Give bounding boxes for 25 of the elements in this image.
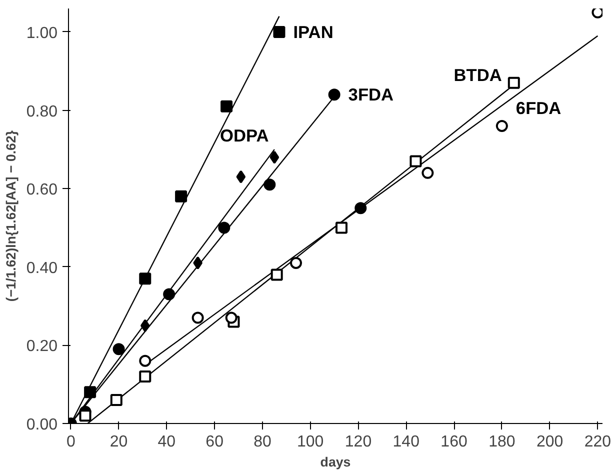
series-label: BTDA [454, 64, 502, 85]
x-tick-label: 220 [584, 434, 612, 450]
x-tick-label: 200 [536, 434, 564, 450]
x-tick-label: 120 [344, 434, 372, 450]
x-tick-label: 180 [488, 434, 516, 450]
y-tick-label: 0.60 [26, 182, 58, 199]
series-label: 3FDA [348, 84, 394, 105]
y-tick-label: 0.40 [26, 260, 58, 277]
y-tick-label: 0.20 [26, 338, 58, 356]
y-tick-label: 1.00 [26, 24, 58, 42]
x-tick-label: 100 [297, 434, 324, 450]
x-tick-label: 160 [440, 434, 468, 450]
y-axis-title: (−1/1.62)ln{1.62[AA] − 0.62} [3, 130, 18, 302]
y-tick-label: 0.80 [26, 103, 58, 120]
x-tick-label: 60 [206, 434, 224, 450]
y-tick-label: 0.00 [26, 416, 58, 434]
x-tick-label: 20 [110, 434, 128, 450]
x-tick-label: 140 [392, 434, 420, 450]
series-label: ODPA [220, 125, 270, 146]
x-tick-label: 80 [254, 434, 272, 450]
x-tick-label: 40 [158, 434, 176, 450]
x-axis-title: days [320, 454, 351, 470]
series-label: 6FDA [516, 98, 562, 118]
x-tick-label: 0 [66, 434, 76, 450]
series-label: IPAN [293, 22, 334, 42]
